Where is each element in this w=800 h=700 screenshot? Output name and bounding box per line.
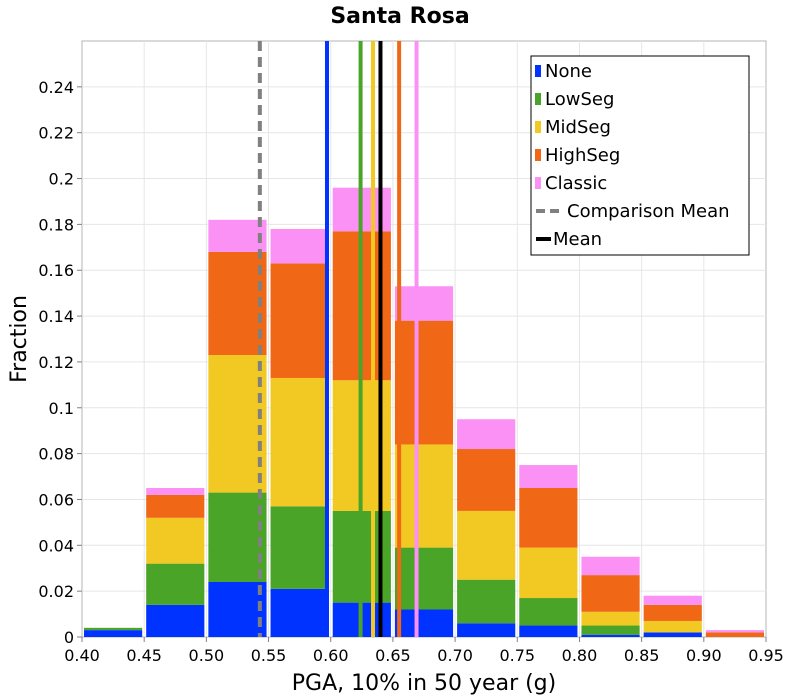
bar-segment-highseg <box>394 320 454 445</box>
x-axis-label: PGA, 10% in 50 year (g) <box>292 671 556 696</box>
legend-label-classic: Classic <box>545 173 607 194</box>
bar-segment-lowseg <box>146 563 205 605</box>
x-axis-ticks: 0.40 0.45 0.50 0.55 0.60 0.65 0.70 0.75 0.80 0.85… <box>64 637 784 665</box>
bar-segment-classic <box>457 419 516 450</box>
bar-segment-none <box>457 623 516 637</box>
bar-segment-classic <box>643 595 702 605</box>
bar-segment-midseg <box>519 547 578 599</box>
bar-segment-highseg <box>270 263 329 378</box>
x-tick-label: 0.85 <box>624 646 660 665</box>
bar-segment-classic <box>519 465 578 488</box>
bar-segment-lowseg <box>208 492 267 582</box>
bar-segment-highseg <box>705 632 764 637</box>
y-tick-label: 0.16 <box>38 261 74 280</box>
legend-label-mean: Mean <box>553 229 602 250</box>
y-tick-label: 0 <box>64 628 74 647</box>
bar-segment-midseg <box>394 444 454 548</box>
bar-segment-highseg <box>208 251 267 356</box>
y-tick-label: 0.06 <box>38 490 74 509</box>
bar-segment-midseg <box>270 377 329 507</box>
bar-segment-none <box>146 604 205 637</box>
bar-segment-none <box>519 625 578 637</box>
bar-segment-highseg <box>519 488 578 548</box>
bar-segment-classic <box>581 556 640 576</box>
bar-segment-midseg <box>457 510 516 580</box>
chart-title: Santa Rosa <box>330 4 469 29</box>
legend-swatch-classic <box>535 177 541 189</box>
y-tick-label: 0.18 <box>38 215 74 234</box>
bar-segment-lowseg <box>84 627 143 631</box>
legend-label-highseg: HighSeg <box>545 145 620 166</box>
bar-segment-highseg <box>581 575 640 612</box>
bar-segment-lowseg <box>519 598 578 626</box>
legend-swatch-midseg <box>535 121 541 133</box>
y-tick-label: 0.24 <box>38 78 74 97</box>
mean-lines <box>257 41 419 637</box>
x-tick-label: 0.55 <box>251 646 287 665</box>
bar-segment-lowseg <box>457 579 516 624</box>
y-tick-label: 0.1 <box>49 399 74 418</box>
bar-segment-midseg <box>643 620 702 633</box>
x-tick-label: 0.90 <box>686 646 722 665</box>
bar-segment-lowseg <box>270 506 329 589</box>
y-tick-label: 0.02 <box>38 582 74 601</box>
bar-segment-classic <box>394 286 454 321</box>
bar-segment-lowseg <box>581 625 640 635</box>
x-tick-label: 0.80 <box>562 646 598 665</box>
bar-segment-classic <box>270 228 329 264</box>
bar-segment-midseg <box>146 517 205 564</box>
bar-segment-midseg <box>208 355 267 493</box>
y-axis-ticks: 0 0.02 0.04 0.06 0.08 0.1 0.12 0.14 0.16 0.18 0.2 0… <box>38 78 82 647</box>
x-tick-label: 0.50 <box>189 646 225 665</box>
legend-label-midseg: MidSeg <box>545 117 611 138</box>
legend-label-lowseg: LowSeg <box>545 89 614 110</box>
bar-segment-lowseg <box>394 547 454 610</box>
bar-segment-classic <box>146 488 205 495</box>
y-tick-label: 0.08 <box>38 445 74 464</box>
y-tick-label: 0.22 <box>38 124 74 143</box>
legend-swatch-lowseg <box>535 93 541 105</box>
y-tick-label: 0.12 <box>38 353 74 372</box>
y-tick-label: 0.2 <box>49 170 74 189</box>
y-tick-label: 0.04 <box>38 536 74 555</box>
legend-label-none: None <box>545 61 592 82</box>
x-tick-label: 0.60 <box>313 646 349 665</box>
x-tick-label: 0.45 <box>126 646 162 665</box>
bar-segment-highseg <box>643 604 702 621</box>
x-tick-label: 0.40 <box>64 646 100 665</box>
legend-swatch-none <box>535 65 541 77</box>
legend-label-comparison-mean: Comparison Mean <box>567 201 730 222</box>
legend-box <box>530 55 750 256</box>
y-axis-label: Fraction <box>7 295 32 383</box>
bar-segment-midseg <box>581 611 640 626</box>
bar-segment-classic <box>705 630 764 633</box>
bars <box>84 187 764 637</box>
y-tick-label: 0.14 <box>38 307 74 326</box>
bar-segment-none <box>270 588 329 637</box>
bar-segment-none <box>643 632 702 637</box>
x-tick-label: 0.75 <box>499 646 535 665</box>
legend: None LowSeg MidSeg HighSeg Classic Comparison… <box>530 55 750 256</box>
bar-segment-none <box>208 581 267 637</box>
x-tick-label: 0.70 <box>437 646 473 665</box>
x-tick-label: 0.65 <box>375 646 411 665</box>
bar-segment-classic <box>208 219 267 252</box>
bar-segment-none <box>394 609 454 637</box>
x-tick-label: 0.95 <box>748 646 784 665</box>
legend-swatch-highseg <box>535 149 541 161</box>
bar-segment-highseg <box>146 494 205 518</box>
bar-segment-none <box>84 630 143 637</box>
bar-segment-highseg <box>457 449 516 511</box>
bar-segment-none <box>581 634 640 637</box>
